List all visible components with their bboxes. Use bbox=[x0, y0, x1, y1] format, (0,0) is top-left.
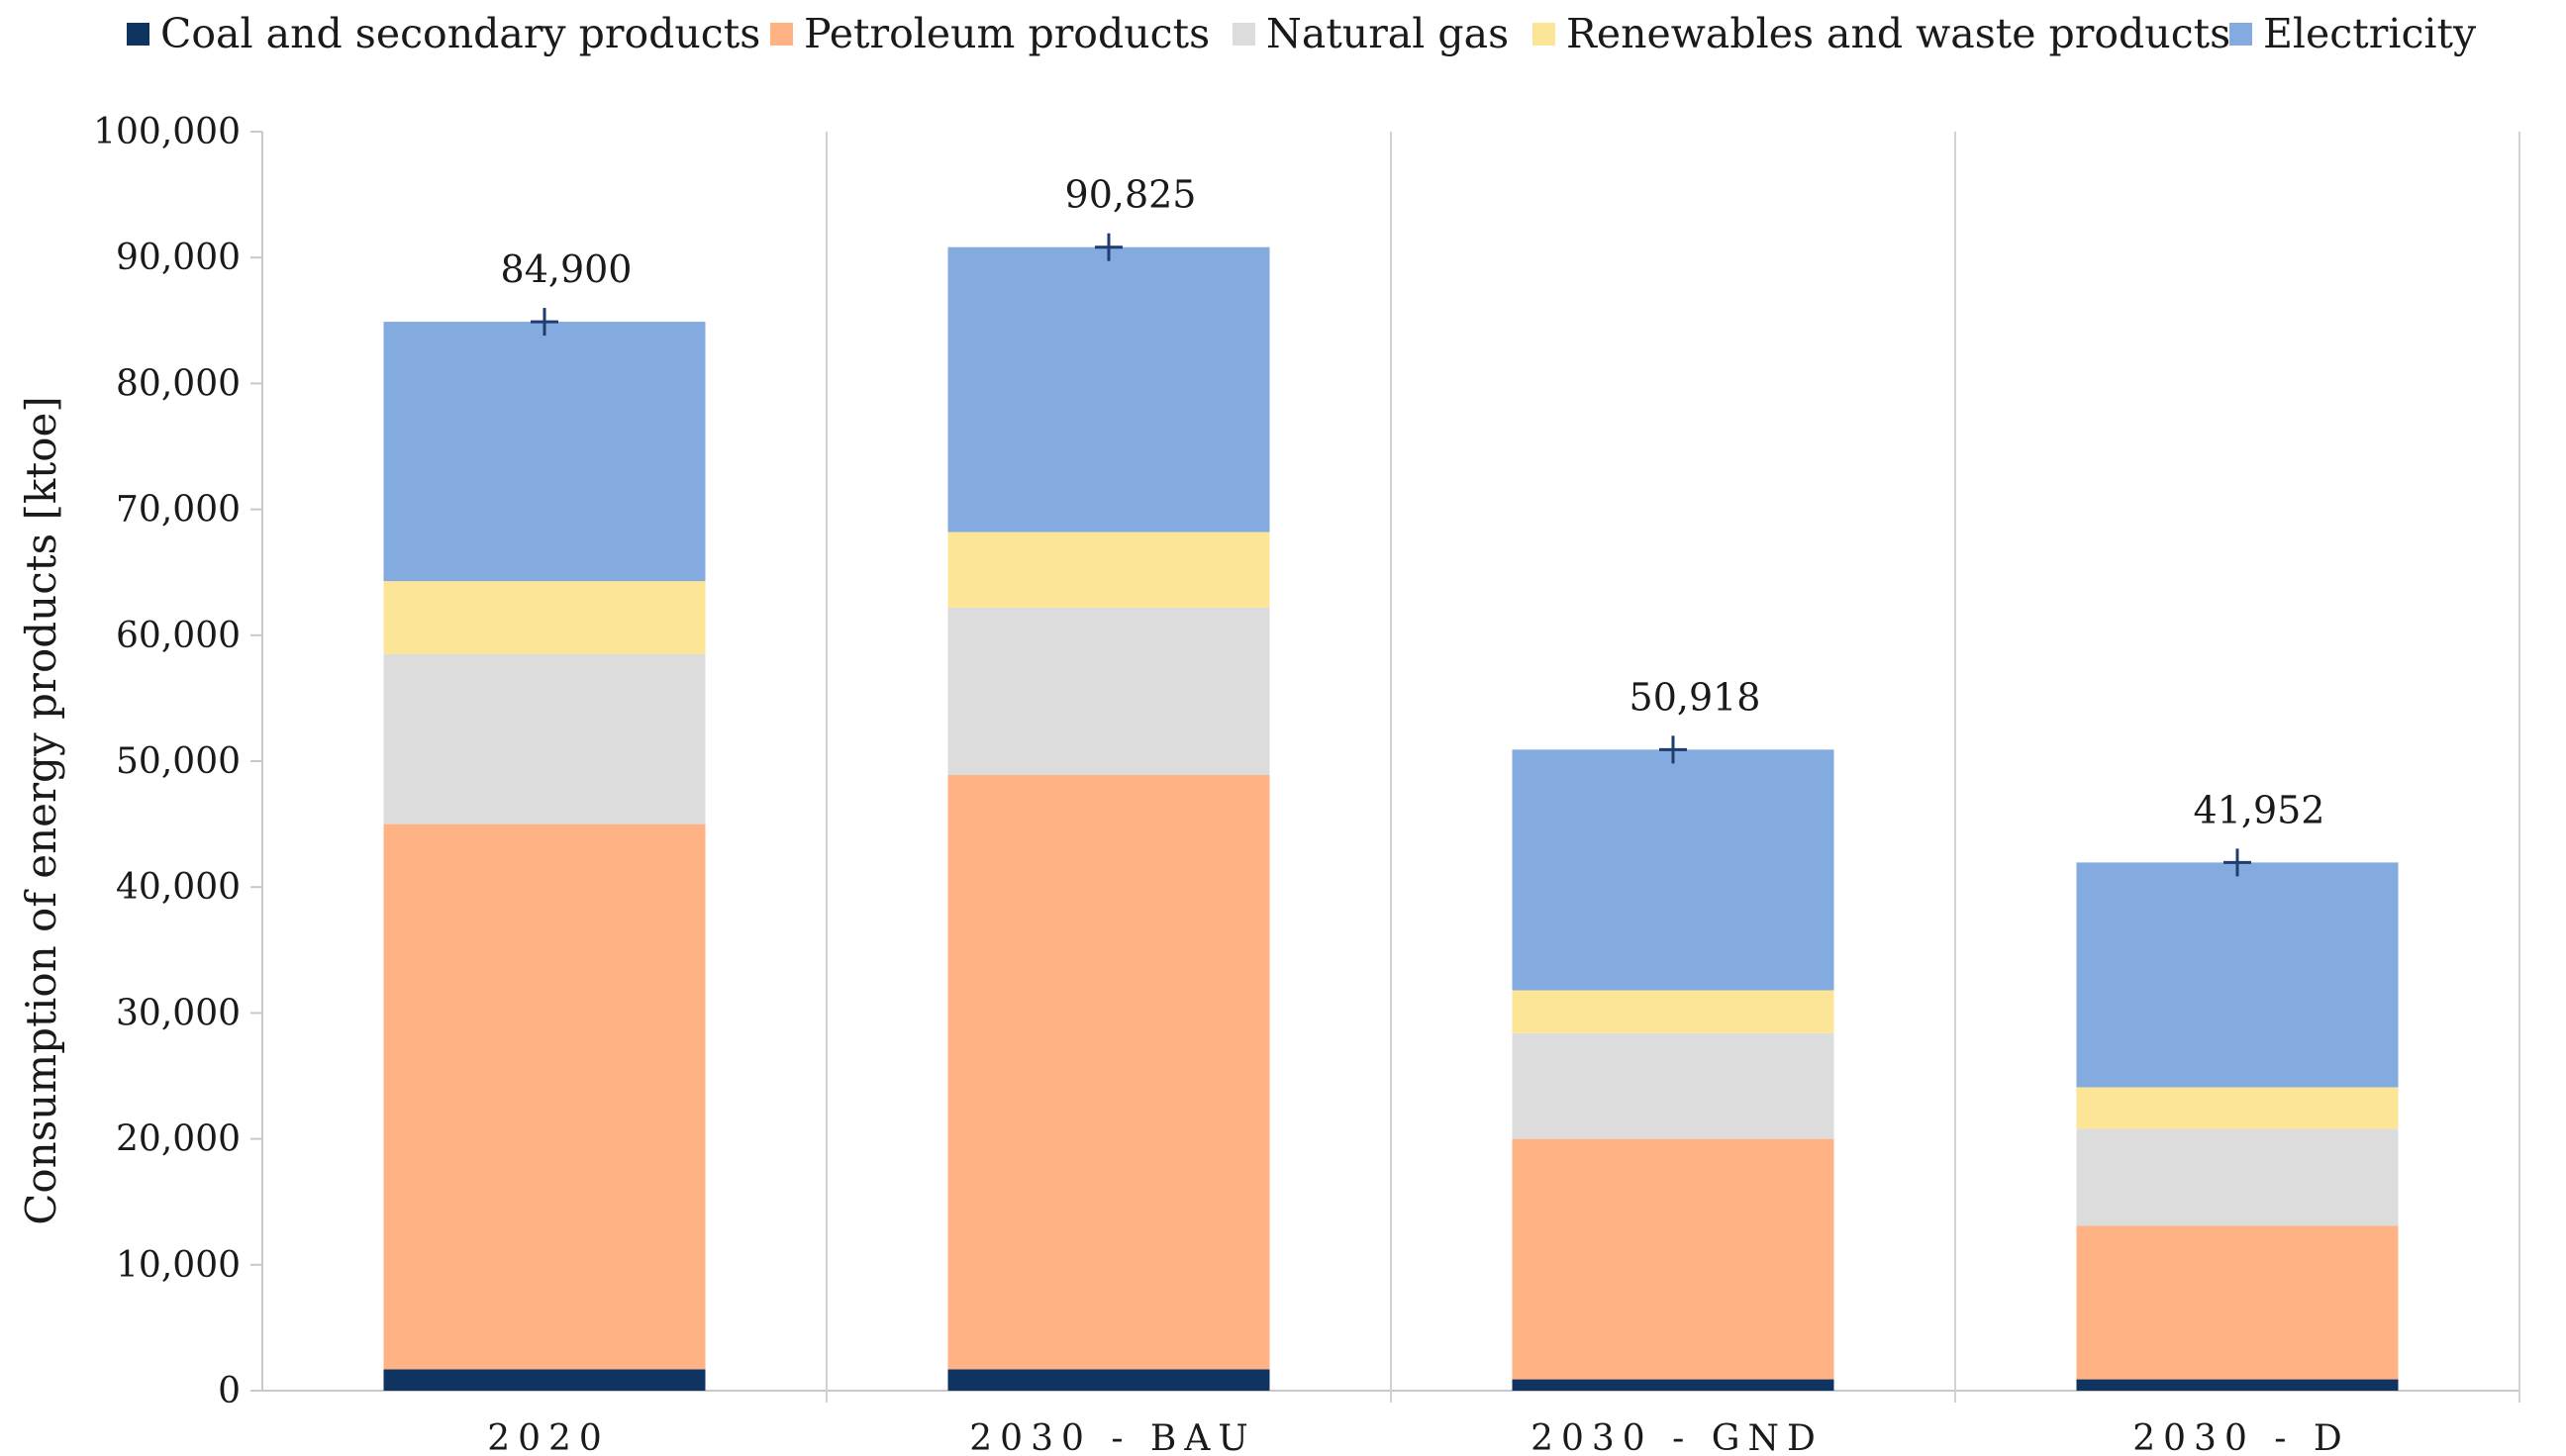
y-tick-label: 40,000 bbox=[116, 867, 241, 908]
total-value-label: 50,918 bbox=[1629, 675, 1761, 719]
total-value-label: 90,825 bbox=[1065, 173, 1197, 217]
bar-segment-renewables-and-waste-products bbox=[2076, 1087, 2399, 1129]
legend-item: Renewables and waste products bbox=[1532, 4, 2230, 63]
legend-item: Electricity bbox=[2229, 4, 2476, 63]
legend-item: Petroleum products bbox=[770, 4, 1210, 63]
y-tick-label: 70,000 bbox=[116, 490, 241, 531]
legend-swatch bbox=[1233, 22, 1255, 46]
y-tick-label: 60,000 bbox=[116, 616, 241, 656]
y-tick-label: 10,000 bbox=[116, 1245, 241, 1286]
legend-label: Petroleum products bbox=[804, 10, 1211, 57]
bar-segment-electricity bbox=[383, 322, 706, 582]
legend-swatch bbox=[2229, 22, 2252, 46]
bar-segment-petroleum-products bbox=[1512, 1138, 1834, 1380]
bar-segment-petroleum-products bbox=[383, 824, 706, 1370]
legend-swatch bbox=[127, 22, 149, 46]
legend-label: Natural gas bbox=[1266, 10, 1510, 57]
y-axis-title: Consumption of energy products [ktoe] bbox=[17, 396, 65, 1225]
legend-item: Coal and secondary products bbox=[127, 4, 760, 63]
total-value-label: 84,900 bbox=[501, 247, 633, 291]
x-category-label: 2030 - D bbox=[2132, 1418, 2350, 1456]
legend-item: Natural gas bbox=[1233, 4, 1509, 63]
bar-segment-electricity bbox=[947, 246, 1270, 533]
y-tick-label: 30,000 bbox=[116, 993, 241, 1033]
bar-segment-natural-gas bbox=[947, 607, 1270, 775]
y-tick-label: 90,000 bbox=[116, 238, 241, 278]
legend-label: Coal and secondary products bbox=[160, 10, 761, 57]
x-category-label: 2030 - BAU bbox=[969, 1418, 1255, 1456]
bar-segment-electricity bbox=[2076, 862, 2399, 1088]
bar-segment-renewables-and-waste-products bbox=[383, 581, 706, 654]
bar-segment-natural-gas bbox=[383, 653, 706, 825]
bar-segment-renewables-and-waste-products bbox=[1512, 990, 1834, 1033]
bar-segment-petroleum-products bbox=[947, 774, 1270, 1370]
y-tick-label: 0 bbox=[218, 1371, 241, 1411]
legend-swatch bbox=[770, 22, 793, 46]
y-tick-label: 80,000 bbox=[116, 363, 241, 404]
bar-segment-coal-and-secondary-products bbox=[1512, 1379, 1834, 1391]
x-category-label: 2020 bbox=[487, 1418, 610, 1456]
bar-segment-coal-and-secondary-products bbox=[947, 1369, 1270, 1391]
bar-segment-petroleum-products bbox=[2076, 1225, 2399, 1380]
bar-segment-coal-and-secondary-products bbox=[2076, 1379, 2399, 1391]
y-tick-label: 20,000 bbox=[116, 1119, 241, 1160]
legend-label: Electricity bbox=[2263, 10, 2477, 57]
x-category-label: 2030 - GND bbox=[1530, 1418, 1824, 1456]
bar-segment-renewables-and-waste-products bbox=[947, 532, 1270, 608]
bar-segment-coal-and-secondary-products bbox=[383, 1369, 706, 1391]
y-tick-label: 100,000 bbox=[93, 112, 241, 152]
chart-legend: Coal and secondary products Petroleum pro… bbox=[0, 4, 2566, 63]
bar-segment-natural-gas bbox=[2076, 1128, 2399, 1226]
total-value-label: 41,952 bbox=[2194, 788, 2325, 831]
bar-segment-electricity bbox=[1512, 749, 1834, 991]
y-tick-label: 50,000 bbox=[116, 741, 241, 782]
legend-label: Renewables and waste products bbox=[1566, 10, 2231, 57]
legend-swatch bbox=[1532, 22, 1555, 46]
bar-segment-natural-gas bbox=[1512, 1032, 1834, 1139]
